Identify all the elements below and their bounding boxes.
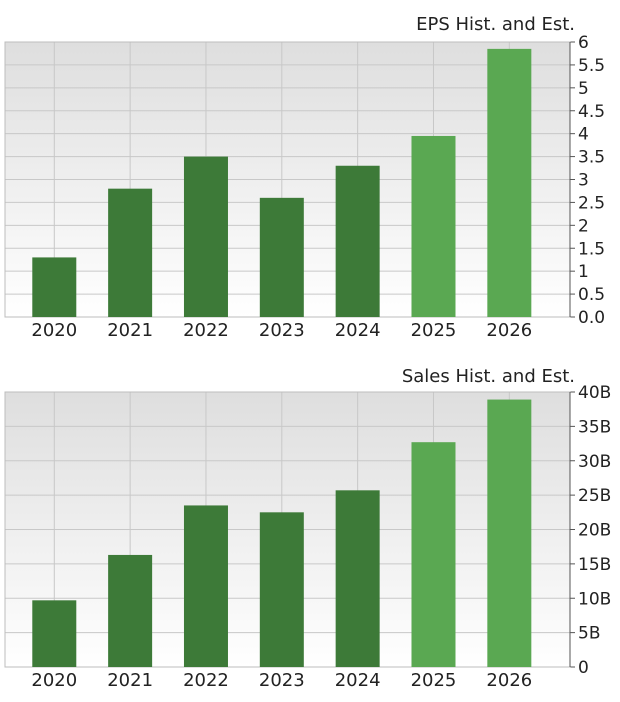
eps-xtick-label: 2023 (259, 320, 305, 341)
eps-ytick-label: 0.5 (578, 285, 605, 305)
eps-bar-2025 (411, 135, 456, 317)
sales-xtick-label: 2021 (107, 670, 153, 691)
eps-ytick-label: 1.5 (578, 239, 605, 259)
eps-ytick-label: 2 (578, 216, 589, 236)
eps-ytick-label: 3 (578, 171, 589, 191)
eps-bar-2024 (335, 165, 380, 317)
eps-xtick-label: 2026 (486, 320, 532, 341)
sales-ytick-label: 30B (578, 452, 611, 472)
eps-chart-plot: 0.0 0.5 1 1.5 2 2.53 3.5 4 4.5 5 5.5 6 2020 2021 2022 2… (4, 33, 605, 341)
sales-xtick-label: 2023 (259, 670, 305, 691)
sales-ytick-label: 35B (578, 417, 611, 437)
sales-ytick-label: 25B (578, 486, 611, 506)
eps-ytick-label: 5 (578, 79, 589, 99)
eps-bar-2026 (487, 48, 532, 317)
eps-ytick-label: 1 (578, 262, 589, 282)
sales-bar-2026 (487, 399, 532, 667)
eps-bar-2021 (108, 188, 153, 317)
sales-xtick-label: 2026 (486, 670, 532, 691)
sales-bar-2021 (108, 554, 153, 667)
sales-bar-2025 (411, 442, 456, 667)
sales-chart: Sales Hist. and Est. 0 5B 10B 15B 20B 25B 30B 3… (4, 366, 611, 691)
eps-ytick-label: 4.5 (578, 102, 605, 122)
eps-chart-title: EPS Hist. and Est. (416, 14, 575, 35)
sales-bar-2023 (259, 512, 304, 667)
sales-chart-plot: 0 5B 10B 15B 20B 25B 30B 35B 40B 2020 2021 2022 2023… (4, 383, 611, 691)
sales-bar-2024 (335, 490, 380, 667)
eps-chart: EPS Hist. and Est. 0.0 0.5 1 1.5 2 2.53 3.5 4 4.… (4, 14, 605, 341)
eps-xtick-label: 2022 (183, 320, 229, 341)
eps-bar-2022 (183, 156, 228, 317)
eps-bar-2020 (32, 257, 77, 317)
sales-xtick-label: 2024 (335, 670, 381, 691)
sales-ytick-label: 15B (578, 555, 611, 575)
sales-ytick-label: 20B (578, 521, 611, 541)
eps-xtick-label: 2024 (335, 320, 381, 341)
eps-ytick-label: 5.5 (578, 56, 605, 76)
eps-ytick-label: 2.5 (578, 193, 605, 213)
eps-ytick-label: 6 (578, 33, 589, 53)
eps-ytick-label: 4 (578, 125, 589, 145)
sales-ytick-label: 10B (578, 589, 611, 609)
sales-ytick-label: 5B (578, 624, 600, 644)
eps-bar-2023 (259, 197, 304, 317)
sales-ytick-label: 40B (578, 383, 611, 403)
sales-xtick-label: 2020 (31, 670, 77, 691)
sales-bar-2022 (183, 505, 228, 667)
eps-xtick-label: 2020 (31, 320, 77, 341)
eps-xtick-label: 2025 (411, 320, 457, 341)
eps-ytick-label: 3.5 (578, 148, 605, 168)
eps-ytick-label: 0.0 (578, 308, 605, 328)
sales-ytick-label: 0 (578, 658, 589, 678)
sales-xtick-label: 2025 (411, 670, 457, 691)
sales-xtick-label: 2022 (183, 670, 229, 691)
sales-chart-title: Sales Hist. and Est. (402, 366, 575, 387)
sales-bar-2020 (32, 600, 77, 667)
eps-xtick-label: 2021 (107, 320, 153, 341)
